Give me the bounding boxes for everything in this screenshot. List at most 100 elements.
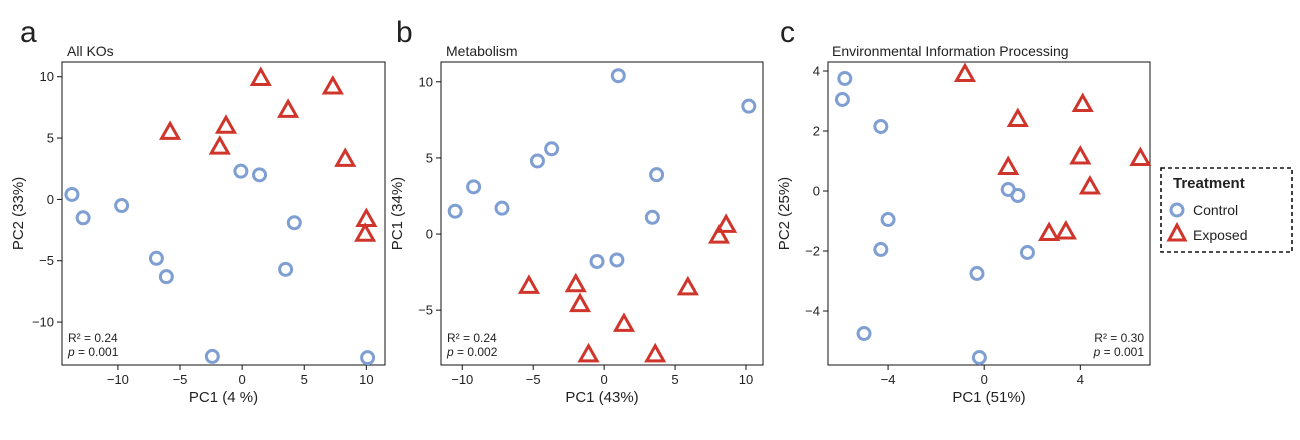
panel-a: a All KOs −10 −5 0 5 10 −10 −5 0 5 10 PC1 (4 %) PC2 (… xyxy=(10,16,386,406)
control-point xyxy=(233,163,249,179)
control-point xyxy=(148,250,164,266)
panel-b: b Metabolism −10 −5 0 5 10 −5 0 5 10 PC1 (43%) PC1 (… xyxy=(389,16,764,406)
exposed-point xyxy=(1078,174,1101,195)
legend-exposed-label: Exposed xyxy=(1193,227,1247,243)
y-tick-label: 10 xyxy=(419,74,433,89)
y-tick-label: 4 xyxy=(813,64,820,79)
exposed-point xyxy=(321,74,344,95)
control-point xyxy=(494,200,510,216)
exposed-point xyxy=(159,120,182,140)
control-point xyxy=(64,186,80,202)
x-axis-label: PC1 (43%) xyxy=(565,389,638,406)
y-axis-label: PC2 (25%) xyxy=(776,177,793,250)
control-point xyxy=(873,242,889,257)
exposed-point xyxy=(997,155,1020,175)
exposed-point xyxy=(355,207,378,228)
x-tick-label: −5 xyxy=(526,372,541,387)
y-tick-label: −2 xyxy=(805,244,820,259)
control-point xyxy=(834,92,850,107)
control-point xyxy=(158,269,174,285)
control-point xyxy=(529,153,545,169)
panel-letter: b xyxy=(396,16,413,49)
y-tick-label: 10 xyxy=(40,69,54,84)
control-point xyxy=(856,326,872,341)
exposed-point xyxy=(577,342,600,363)
control-point xyxy=(873,119,889,134)
control-point xyxy=(1010,188,1026,203)
exposed-point xyxy=(568,292,592,313)
control-point xyxy=(610,68,626,84)
legend-exposed-marker xyxy=(1166,221,1188,242)
control-point xyxy=(278,261,294,277)
x-tick-label: 4 xyxy=(1077,372,1084,387)
control-point xyxy=(1019,245,1035,260)
legend-control-marker xyxy=(1169,202,1185,218)
control-point xyxy=(447,203,463,219)
control-point xyxy=(360,350,376,366)
p-value-annotation: p = 0.001 xyxy=(1093,345,1145,359)
p-value-annotation: p = 0.002 xyxy=(446,345,498,359)
y-tick-label: −5 xyxy=(418,303,433,318)
control-point xyxy=(286,215,302,231)
exposed-point xyxy=(214,114,238,134)
control-point xyxy=(644,209,660,225)
control-point xyxy=(589,253,605,269)
exposed-point xyxy=(707,224,731,244)
control-point xyxy=(609,252,625,268)
x-tick-label: 0 xyxy=(981,372,988,387)
x-tick-label: −4 xyxy=(881,372,896,387)
exposed-point xyxy=(564,272,587,293)
x-tick-label: −5 xyxy=(173,372,188,387)
exposed-point xyxy=(249,66,272,86)
panel-title: Metabolism xyxy=(446,43,518,59)
plot-frame xyxy=(827,61,1151,366)
x-tick-label: 10 xyxy=(739,372,753,387)
r2-annotation: R² = 0.24 xyxy=(447,331,497,345)
y-tick-label: 0 xyxy=(813,184,820,199)
legend-title: Treatment xyxy=(1173,175,1245,192)
y-tick-label: −4 xyxy=(805,304,820,319)
control-point xyxy=(114,198,130,214)
control-point xyxy=(204,348,220,364)
control-point xyxy=(466,179,482,195)
x-tick-label: 5 xyxy=(671,372,678,387)
p-value-annotation: p = 0.001 xyxy=(67,345,119,359)
exposed-point xyxy=(1054,219,1077,240)
exposed-point xyxy=(517,274,541,294)
exposed-point xyxy=(953,62,977,82)
control-point xyxy=(75,210,91,226)
x-tick-label: −10 xyxy=(451,372,473,387)
control-point xyxy=(971,350,987,365)
x-axis-label: PC1 (4 %) xyxy=(189,389,258,406)
control-point xyxy=(837,71,853,86)
exposed-point xyxy=(644,342,667,363)
x-axis-label: PC1 (51%) xyxy=(952,389,1025,406)
exposed-point xyxy=(334,147,357,167)
x-tick-label: 0 xyxy=(239,372,246,387)
exposed-point xyxy=(1006,107,1029,127)
plot-frame xyxy=(440,61,764,366)
control-point xyxy=(649,167,665,183)
y-tick-label: −5 xyxy=(39,253,54,268)
exposed-point xyxy=(208,135,231,155)
y-axis-label: PC2 (33%) xyxy=(10,177,27,250)
y-axis-label: PC1 (34%) xyxy=(389,177,406,250)
y-tick-label: −10 xyxy=(32,315,54,330)
exposed-point xyxy=(1129,146,1152,166)
x-tick-label: 5 xyxy=(301,372,308,387)
y-tick-label: 0 xyxy=(426,227,433,242)
exposed-point xyxy=(1069,144,1092,165)
treatment-legend: Treatment Control Exposed xyxy=(1160,167,1293,253)
panel-letter: c xyxy=(780,16,795,49)
exposed-point xyxy=(676,275,699,296)
y-tick-label: 0 xyxy=(47,192,54,207)
plot-frame xyxy=(61,61,386,366)
x-tick-label: −10 xyxy=(107,372,129,387)
panel-c: c Environmental Information Processing −4 0… xyxy=(776,16,1152,406)
control-point xyxy=(544,141,560,157)
legend-control-label: Control xyxy=(1193,202,1238,218)
r2-annotation: R² = 0.30 xyxy=(1094,331,1144,345)
x-tick-label: 10 xyxy=(359,372,373,387)
